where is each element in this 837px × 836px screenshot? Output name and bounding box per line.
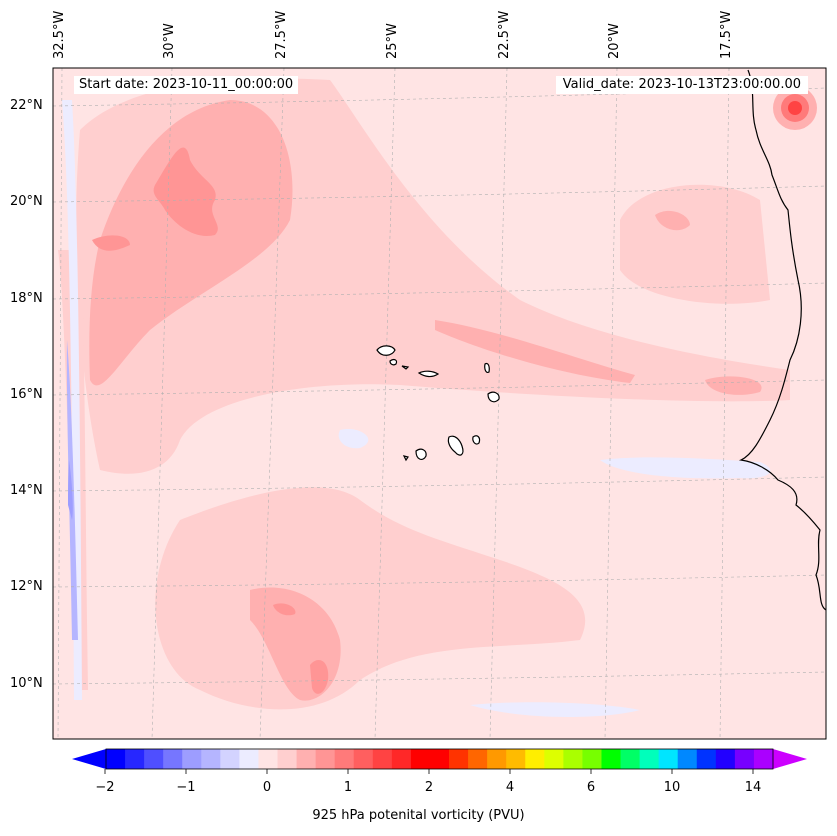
colorbar-segment bbox=[487, 749, 507, 769]
colorbar-tick-label: 4 bbox=[505, 780, 515, 795]
colorbar-segment bbox=[429, 749, 450, 769]
pv-contour-medium-band bbox=[435, 320, 635, 383]
pv-contour-medium-right bbox=[655, 210, 690, 231]
island-sal bbox=[484, 362, 490, 374]
colorbar-segment bbox=[334, 749, 355, 769]
lon-label-27-5w: 27.5°W bbox=[274, 10, 289, 59]
colorbar-segment bbox=[525, 749, 545, 769]
island-maio bbox=[472, 435, 481, 445]
pv-contour-medium-north bbox=[89, 100, 293, 386]
lon-label-22-5w: 22.5°W bbox=[497, 10, 512, 59]
island-boa-vista bbox=[487, 391, 500, 403]
colorbar-segment bbox=[582, 749, 602, 769]
pv-contour-dark-core-west bbox=[92, 235, 130, 251]
colorbar-segment bbox=[544, 749, 564, 769]
lon-label-25w: 25°W bbox=[385, 23, 400, 59]
colorbar-segment bbox=[239, 749, 259, 769]
colorbar-tick-label: 14 bbox=[744, 780, 762, 795]
colorbar-segment bbox=[410, 749, 431, 769]
colorbar-label: 925 hPa potenital vorticity (PVU) bbox=[312, 808, 525, 823]
pv-contour-negative-west-core bbox=[68, 460, 73, 520]
pv-contour-strong-ring-3 bbox=[788, 101, 802, 115]
colorbar-segment bbox=[601, 749, 622, 769]
colorbar-segment bbox=[163, 749, 183, 769]
lon-label-32-5w: 32.5°W bbox=[52, 10, 67, 59]
lat-label-18n: 18°N bbox=[10, 291, 43, 306]
colorbar bbox=[72, 748, 807, 774]
colorbar-tick-label: 2 bbox=[424, 780, 434, 795]
lon-label-17-5w: 17.5°W bbox=[719, 10, 734, 59]
colorbar-segment bbox=[220, 749, 240, 769]
island-santiago bbox=[447, 435, 464, 456]
pv-contour-light-east bbox=[620, 184, 770, 304]
colorbar-segment bbox=[315, 749, 336, 769]
valid-date-label: Valid_date: 2023-10-13T23:00:00.00 bbox=[555, 76, 808, 94]
lat-label-16n: 16°N bbox=[10, 387, 43, 402]
colorbar-segment bbox=[201, 749, 221, 769]
island-santa-luzia bbox=[401, 365, 410, 370]
pv-contour-dark-south bbox=[310, 660, 329, 694]
lat-label-12n: 12°N bbox=[10, 579, 43, 594]
start-date-label: Start date: 2023-10-11_00:00:00 bbox=[74, 76, 299, 94]
colorbar-segment bbox=[563, 749, 583, 769]
colorbar-segment bbox=[658, 749, 679, 769]
pv-contour-negative-mid bbox=[338, 429, 369, 449]
colorbar-segment bbox=[106, 749, 126, 769]
colorbar-tick-label: −2 bbox=[95, 780, 115, 795]
pv-contour-negative-south bbox=[470, 702, 640, 717]
lat-label-22n: 22°N bbox=[10, 98, 43, 113]
pv-contour-light-south bbox=[155, 487, 586, 710]
colorbar-segment bbox=[506, 749, 526, 769]
lat-label-20n: 20°N bbox=[10, 194, 43, 209]
lon-label-30w: 30°W bbox=[162, 23, 177, 59]
colorbar-tick-label: 1 bbox=[343, 780, 353, 795]
colorbar-segment bbox=[696, 749, 717, 769]
colorbar-segment bbox=[182, 749, 202, 769]
colorbar-segment bbox=[144, 749, 164, 769]
pv-contour-negative-west-light bbox=[62, 100, 82, 700]
colorbar-tick-label: 10 bbox=[663, 780, 681, 795]
africa-coastline bbox=[738, 69, 826, 611]
pv-contour-negative-west bbox=[66, 340, 78, 640]
island-brava bbox=[402, 455, 409, 462]
pv-contour-medium-east-spot bbox=[705, 376, 762, 395]
colorbar-segment bbox=[125, 749, 145, 769]
lat-label-10n: 10°N bbox=[10, 676, 43, 691]
pv-contour-dark-south-2 bbox=[273, 603, 296, 616]
colorbar-segment bbox=[620, 749, 641, 769]
colorbar-segment bbox=[734, 749, 755, 769]
colorbar-segment bbox=[296, 749, 317, 769]
colorbar-segment bbox=[353, 749, 374, 769]
pv-contour-dark-core bbox=[153, 147, 218, 236]
colorbar-segment bbox=[677, 749, 698, 769]
colorbar-segment bbox=[753, 749, 774, 769]
colorbar-segment bbox=[277, 749, 298, 769]
colorbar-segment bbox=[468, 749, 488, 769]
colorbar-segment bbox=[391, 749, 412, 769]
colorbar-segment bbox=[715, 749, 736, 769]
lon-label-20w: 20°W bbox=[607, 23, 622, 59]
colorbar-segment bbox=[639, 749, 660, 769]
colorbar-tick-label: 0 bbox=[262, 780, 272, 795]
colorbar-segment bbox=[449, 749, 469, 769]
colorbar-segment bbox=[372, 749, 393, 769]
island-fogo bbox=[415, 448, 427, 461]
colorbar-extend-high bbox=[773, 749, 807, 769]
colorbar-tick-label: 6 bbox=[586, 780, 596, 795]
lat-label-14n: 14°N bbox=[10, 483, 43, 498]
map-frame bbox=[52, 67, 827, 740]
island-sao-nicolau bbox=[417, 370, 440, 378]
pv-contour-negative-east bbox=[600, 457, 771, 479]
island-santo-antao bbox=[376, 345, 396, 356]
colorbar-segment bbox=[258, 749, 279, 769]
colorbar-frame bbox=[105, 748, 774, 770]
graticule bbox=[53, 68, 826, 739]
colorbar-extend-low bbox=[72, 749, 106, 769]
colorbar-tick-label: −1 bbox=[176, 780, 196, 795]
island-sao-vicente bbox=[389, 358, 398, 366]
cape-verde-islands bbox=[376, 345, 500, 462]
